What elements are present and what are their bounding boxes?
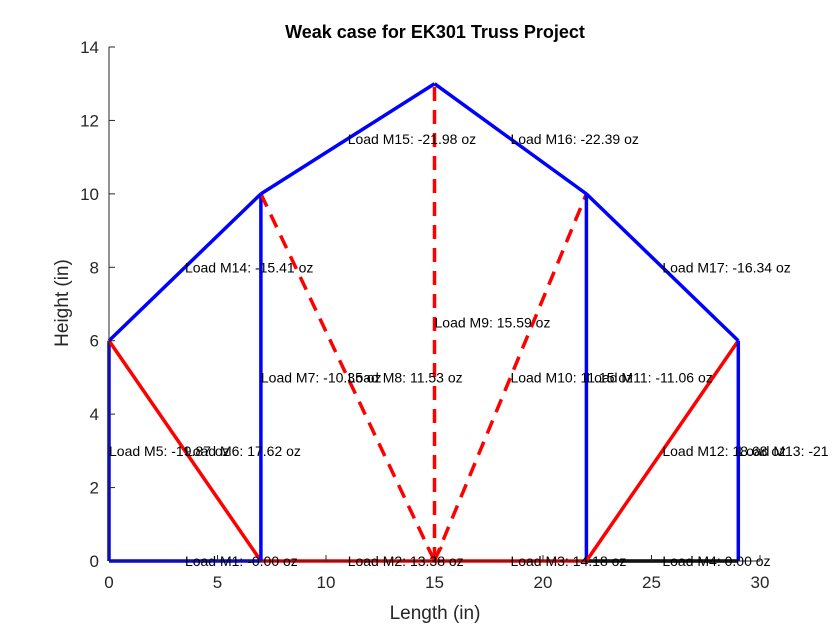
y-tick-label: 12	[80, 111, 99, 130]
member-label-m16: Load M16: -22.39 oz	[510, 131, 638, 147]
member-label-m9: Load M9: 15.59 oz	[435, 314, 551, 330]
y-tick-label: 6	[90, 332, 99, 351]
x-tick-label: 5	[213, 573, 222, 592]
member-label-m6: Load M6: 17.62 oz	[185, 443, 301, 459]
x-tick-label: 25	[642, 573, 661, 592]
member-m17	[585, 192, 740, 342]
member-label-m4: Load M4: 0.00 oz	[662, 553, 770, 569]
member-label-m15: Load M15: -21.98 oz	[348, 131, 476, 147]
member-label-m11: Load M11: -11.06 oz	[586, 369, 712, 385]
x-tick-label: 15	[425, 573, 444, 592]
x-tick-label: 30	[751, 573, 770, 592]
y-axis-label: Height (in)	[52, 259, 73, 347]
x-tick-label: 0	[104, 573, 113, 592]
member-label-m12: Load M12: 18.68 oz	[662, 443, 786, 459]
member-m15	[259, 82, 436, 196]
member-label-m7: Load M7: -10.35 oz	[261, 369, 382, 385]
member-label-m1: Load M1: -0.00 oz	[185, 553, 298, 569]
member-labels: Load M1: -0.00 oz Load M2: 13.38 oz Load M…	[109, 131, 829, 569]
x-axis-label: Length (in)	[390, 603, 481, 624]
y-tick-label: 8	[90, 258, 99, 277]
x-tick-label: 20	[534, 573, 553, 592]
y-tick-label: 4	[90, 405, 99, 424]
member-m12	[584, 339, 740, 562]
member-label-m5: Load M5: -19.87 oz	[109, 443, 230, 459]
member-label-m2: Load M2: 13.38 oz	[348, 553, 464, 569]
y-tick-label: 2	[90, 479, 99, 498]
member-m16	[433, 82, 588, 196]
y-tick-label: 10	[80, 185, 99, 204]
member-m14	[107, 192, 263, 342]
member-label-m17: Load M17: -16.34 oz	[662, 259, 790, 275]
member-m6	[107, 339, 263, 562]
member-label-m13: Load M13: -21	[738, 443, 828, 459]
y-tick-label: 14	[80, 38, 99, 57]
member-label-m10: Load M10: 11.15 oz	[510, 369, 633, 385]
member-m10	[432, 193, 589, 562]
chart-title: Weak case for EK301 Truss Project	[285, 22, 585, 42]
x-tick-label: 10	[317, 573, 336, 592]
member-label-m14: Load M14: -15.41 oz	[185, 259, 313, 275]
axes: 0 5 10 15 20 25 30 0 2 4 6 8 10 12 14	[80, 38, 769, 592]
y-tick-label: 0	[90, 552, 99, 571]
member-label-m3: Load M3: 14.18 oz	[510, 553, 626, 569]
member-label-m8: Load M8: 11.53 oz	[348, 369, 463, 385]
